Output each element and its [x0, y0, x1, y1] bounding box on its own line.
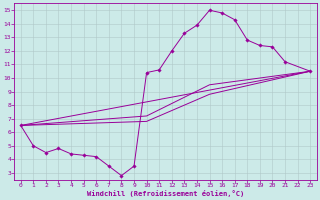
X-axis label: Windchill (Refroidissement éolien,°C): Windchill (Refroidissement éolien,°C) [87, 190, 244, 197]
